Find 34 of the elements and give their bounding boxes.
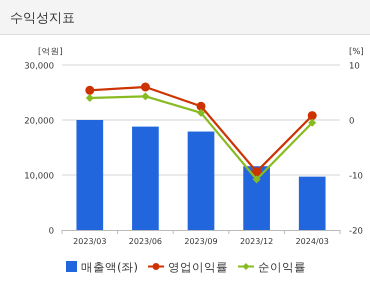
chart-title: 수익성지표 bbox=[10, 11, 75, 26]
point bbox=[196, 102, 206, 111]
point bbox=[308, 111, 317, 120]
bar bbox=[243, 166, 270, 230]
point bbox=[252, 175, 261, 184]
legend-label: 영업이익률 bbox=[168, 260, 228, 274]
legend-label: 매출액(좌) bbox=[81, 260, 138, 274]
y-tick-label: 30,000 bbox=[24, 62, 54, 72]
x-tick-label: 2023/12 bbox=[240, 237, 274, 246]
bar bbox=[76, 120, 104, 230]
bar bbox=[188, 132, 214, 230]
point bbox=[252, 167, 262, 176]
point bbox=[197, 108, 205, 117]
x-tick-label: 2023/06 bbox=[128, 237, 162, 246]
y2-tick-label: -20 bbox=[349, 226, 363, 236]
y2-tick-label: 10 bbox=[349, 62, 360, 72]
y-axis-title: [억원] bbox=[38, 47, 63, 57]
y2-tick-label: -10 bbox=[349, 172, 363, 182]
bar bbox=[298, 176, 326, 230]
y2-axis-title: [%] bbox=[349, 47, 364, 57]
x-tick-label: 2023/03 bbox=[73, 237, 106, 246]
y-tick-label: 0 bbox=[48, 226, 54, 236]
point bbox=[86, 94, 94, 102]
bar bbox=[132, 126, 159, 230]
point bbox=[308, 118, 316, 127]
point bbox=[140, 82, 150, 92]
legend-label: 순이익률 bbox=[258, 260, 306, 274]
y-tick-label: 10,000 bbox=[24, 172, 54, 182]
x-tick-label: 2023/09 bbox=[184, 237, 218, 246]
y2-tick-label: 0 bbox=[349, 116, 354, 126]
y-tick-label: 20,000 bbox=[24, 116, 54, 126]
x-tick-label: 2024/03 bbox=[296, 237, 329, 246]
point bbox=[141, 92, 150, 100]
point bbox=[85, 86, 94, 95]
